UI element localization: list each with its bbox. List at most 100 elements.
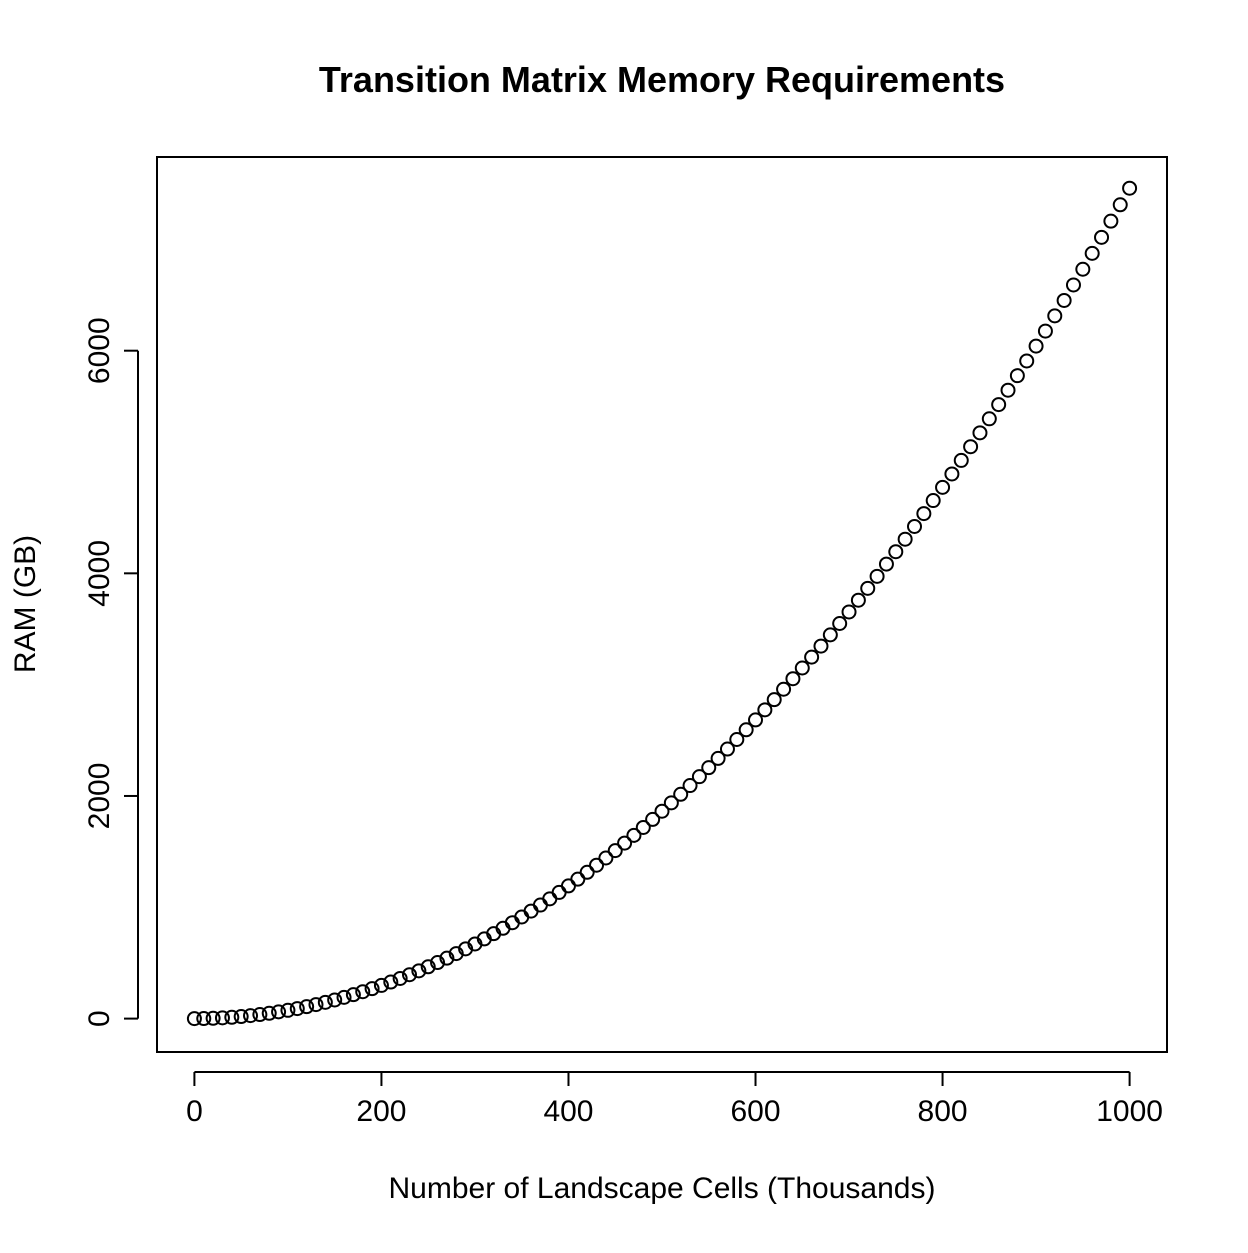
data-point [551, 884, 567, 900]
data-point [719, 741, 735, 757]
data-point [523, 903, 539, 919]
data-point [1037, 323, 1053, 339]
data-point [757, 702, 773, 718]
data-point [1000, 382, 1016, 398]
data-point [832, 615, 848, 631]
data-point [589, 857, 605, 873]
data-point [654, 803, 670, 819]
x-axis: 0 200 400 600 800 1000 [186, 1071, 1163, 1128]
data-point [289, 1001, 305, 1017]
data-point [579, 864, 595, 880]
data-point [243, 1008, 259, 1024]
data-point [617, 835, 633, 851]
data-point [1056, 292, 1072, 308]
data-point [1065, 277, 1081, 293]
data-point [766, 692, 782, 708]
data-point [411, 963, 427, 979]
data-point [598, 850, 614, 866]
data-point [860, 580, 876, 596]
y-tick-label: 2000 [83, 763, 116, 830]
data-point [897, 531, 913, 547]
data-point [570, 871, 586, 887]
data-point [682, 778, 698, 794]
data-point [738, 722, 754, 738]
data-point [953, 452, 969, 468]
data-point [748, 712, 764, 728]
y-axis: 0 2000 4000 6000 [83, 317, 139, 1027]
data-point [981, 411, 997, 427]
data-point [785, 671, 801, 687]
x-axis-label: Number of Landscape Cells (Thousands) [389, 1172, 936, 1205]
data-point [439, 950, 455, 966]
data-point [196, 1011, 212, 1027]
data-point [916, 506, 932, 522]
data-point [355, 984, 371, 1000]
data-point [364, 981, 380, 997]
x-tick-label: 200 [356, 1095, 406, 1128]
x-tick-label: 600 [730, 1095, 780, 1128]
y-tick-label: 4000 [83, 540, 116, 607]
data-point [327, 992, 343, 1008]
data-point [392, 970, 408, 986]
data-point [729, 731, 745, 747]
data-points [186, 180, 1138, 1027]
data-point [308, 997, 324, 1013]
data-point [233, 1009, 249, 1025]
data-point [878, 556, 894, 572]
data-point [299, 999, 315, 1015]
data-point [532, 897, 548, 913]
data-point [794, 660, 810, 676]
data-point [925, 493, 941, 509]
data-point [645, 811, 661, 827]
data-point [317, 994, 333, 1010]
data-point [1047, 308, 1063, 324]
data-point [691, 769, 707, 785]
y-tick-label: 0 [83, 1010, 116, 1027]
data-point [420, 959, 436, 975]
data-point [813, 638, 829, 654]
data-point [280, 1002, 296, 1018]
data-point [841, 604, 857, 620]
data-point [560, 878, 576, 894]
data-point [1103, 213, 1119, 229]
data-point [710, 750, 726, 766]
data-point [822, 627, 838, 643]
data-point [972, 425, 988, 441]
data-point [224, 1009, 240, 1025]
data-point [271, 1004, 287, 1020]
data-point [991, 397, 1007, 413]
data-point [907, 518, 922, 534]
data-point [214, 1010, 230, 1026]
data-point [776, 681, 792, 697]
data-point [963, 439, 979, 455]
data-point [850, 592, 866, 608]
chart-title: Transition Matrix Memory Requirements [319, 59, 1005, 100]
y-axis-label: RAM (GB) [9, 535, 42, 673]
data-point [626, 827, 642, 843]
data-point [673, 786, 689, 802]
data-point [663, 795, 679, 811]
data-point [1084, 245, 1100, 261]
data-point [935, 479, 951, 495]
data-point [607, 843, 623, 859]
data-point [186, 1011, 202, 1027]
x-tick-label: 0 [186, 1095, 203, 1128]
plot-frame [156, 156, 1168, 1053]
data-point [1028, 338, 1044, 354]
data-point [336, 989, 352, 1005]
data-point [373, 977, 389, 993]
data-point [1009, 368, 1025, 384]
data-point [888, 544, 904, 560]
data-point [430, 955, 446, 971]
y-tick-label: 6000 [83, 317, 116, 384]
data-point [701, 760, 717, 776]
data-point [1075, 261, 1091, 277]
data-point [944, 466, 960, 482]
x-tick-label: 1000 [1096, 1095, 1163, 1128]
data-point [205, 1010, 221, 1026]
data-point [635, 819, 651, 835]
data-point [252, 1007, 268, 1023]
data-point [869, 568, 885, 584]
